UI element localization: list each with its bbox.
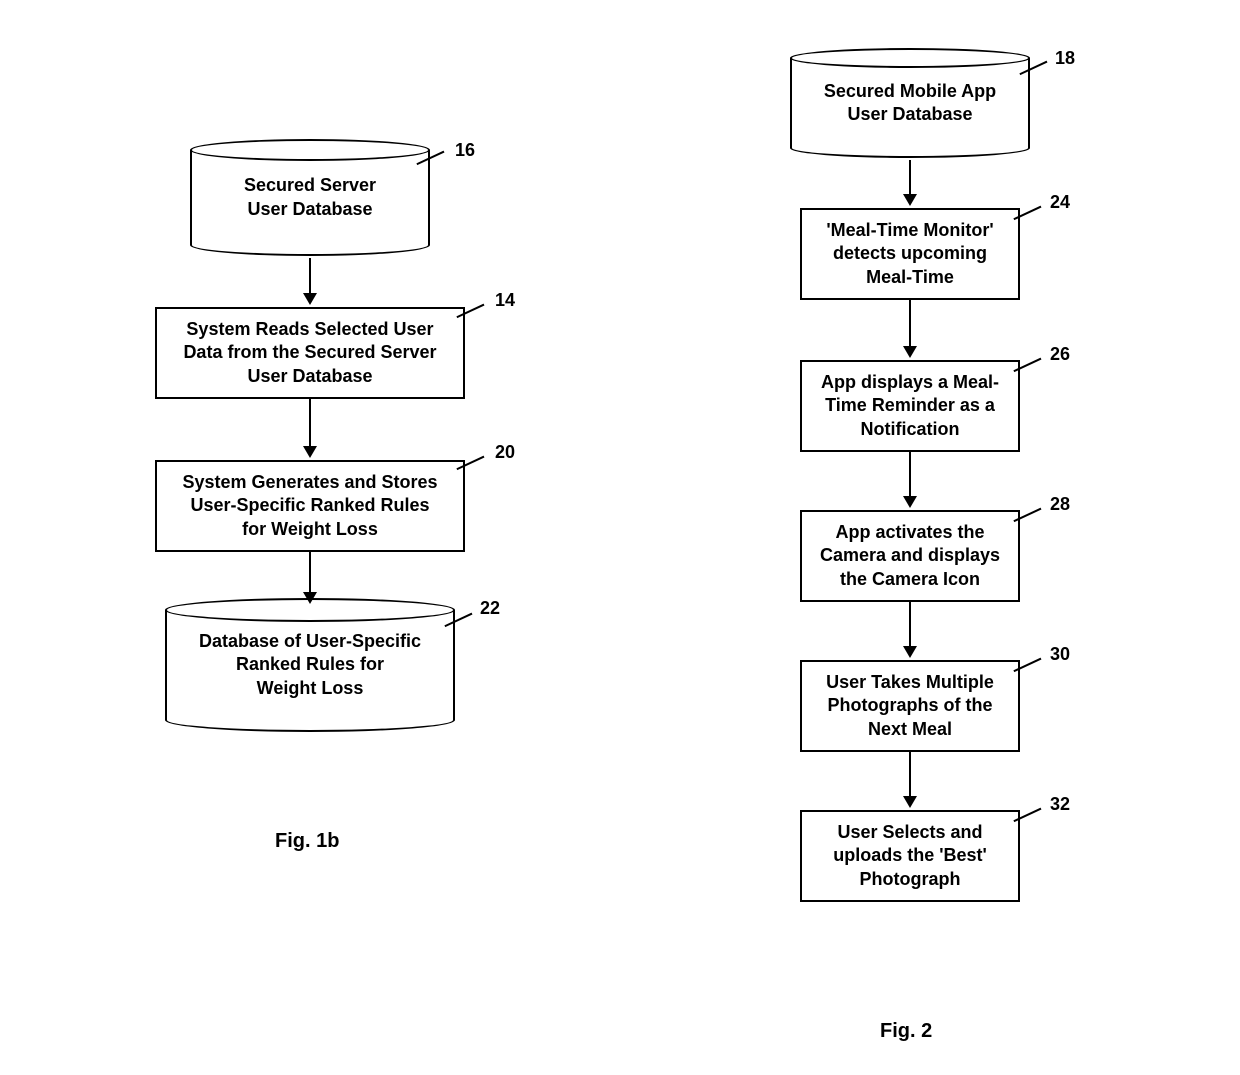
reference-label-22: 22: [480, 598, 500, 619]
reference-label-32: 32: [1050, 794, 1070, 815]
flowchart-arrow: [309, 258, 311, 303]
flowchart-arrow: [909, 752, 911, 806]
reference-label-18: 18: [1055, 48, 1075, 69]
flowchart-box-m30: User Takes MultiplePhotographs of theNex…: [800, 660, 1020, 752]
reference-tick: [1010, 651, 1043, 676]
flowchart-cylinder-label: Secured ServerUser Database: [244, 174, 376, 221]
flowchart-box-label: User Selects anduploads the 'Best'Photog…: [833, 821, 987, 891]
reference-label-26: 26: [1050, 344, 1070, 365]
flowchart-box-m32: User Selects anduploads the 'Best'Photog…: [800, 810, 1020, 902]
reference-tick: [1010, 351, 1043, 376]
flowchart-cylinder-m18: Secured Mobile AppUser Database: [790, 58, 1030, 148]
reference-label-28: 28: [1050, 494, 1070, 515]
reference-tick: [1010, 801, 1043, 826]
reference-label-24: 24: [1050, 192, 1070, 213]
flowchart-box-n14: System Reads Selected UserData from the …: [155, 307, 465, 399]
flowchart-box-m28: App activates theCamera and displaysthe …: [800, 510, 1020, 602]
figure-caption: Fig. 1b: [275, 830, 339, 853]
flowchart-box-label: System Reads Selected UserData from the …: [183, 318, 436, 388]
reference-tick: [1010, 501, 1043, 526]
flowchart-box-label: System Generates and StoresUser-Specific…: [182, 471, 437, 541]
flowchart-arrow: [909, 452, 911, 506]
reference-label-20: 20: [495, 442, 515, 463]
flowchart-arrow: [309, 552, 311, 602]
flowchart-box-label: 'Meal-Time Monitor'detects upcomingMeal-…: [826, 219, 993, 289]
reference-label-30: 30: [1050, 644, 1070, 665]
flowchart-arrow: [909, 602, 911, 656]
flowchart-arrow: [909, 160, 911, 204]
reference-tick: [453, 297, 486, 322]
flowchart-cylinder-n16: Secured ServerUser Database: [190, 150, 430, 245]
figure-caption: Fig. 2: [880, 1020, 932, 1043]
reference-label-14: 14: [495, 290, 515, 311]
flowchart-box-label: User Takes MultiplePhotographs of theNex…: [826, 671, 994, 741]
flowchart-box-label: App activates theCamera and displaysthe …: [820, 521, 1000, 591]
flowchart-box-m26: App displays a Meal-Time Reminder as aNo…: [800, 360, 1020, 452]
flowchart-arrow: [309, 399, 311, 456]
flowchart-cylinder-label: Database of User-SpecificRanked Rules fo…: [199, 630, 421, 700]
flowchart-box-m24: 'Meal-Time Monitor'detects upcomingMeal-…: [800, 208, 1020, 300]
flowchart-cylinder-label: Secured Mobile AppUser Database: [824, 80, 996, 127]
flowchart-arrow: [909, 300, 911, 356]
reference-label-16: 16: [455, 140, 475, 161]
reference-tick: [453, 449, 486, 474]
flowchart-box-label: App displays a Meal-Time Reminder as aNo…: [821, 371, 999, 441]
reference-tick: [1010, 199, 1043, 224]
flowchart-cylinder-n22: Database of User-SpecificRanked Rules fo…: [165, 610, 455, 720]
flowchart-box-n20: System Generates and StoresUser-Specific…: [155, 460, 465, 552]
